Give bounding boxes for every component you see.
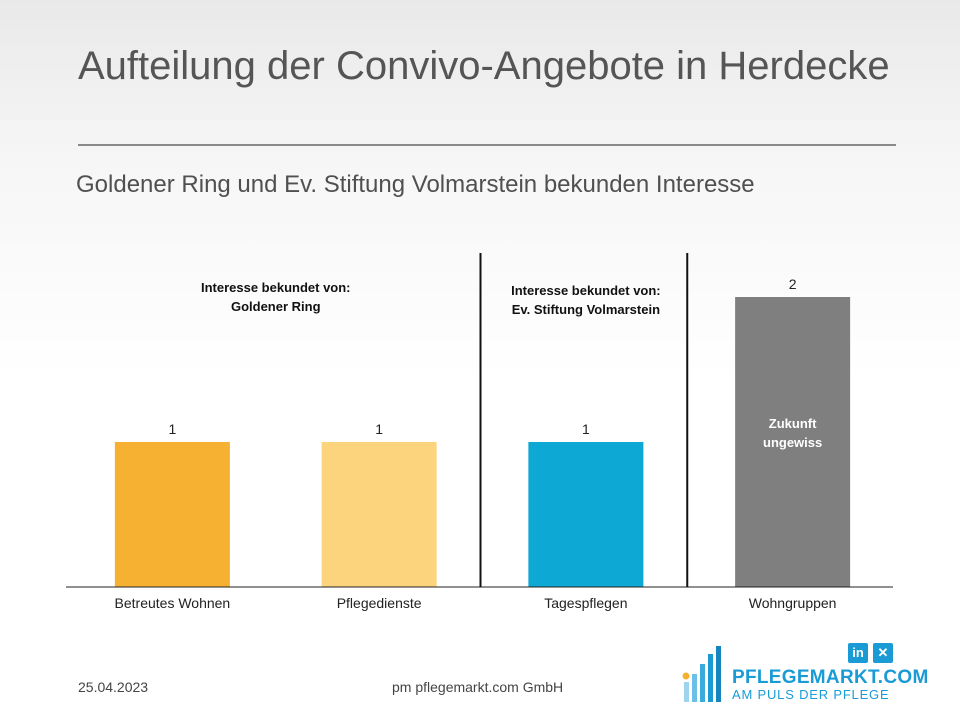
bar-1 (321, 442, 437, 587)
slide-subtitle: Goldener Ring und Ev. Stiftung Volmarste… (76, 171, 755, 198)
data-label-1: 1 (375, 421, 383, 437)
x-tick-label-3: Wohngruppen (749, 595, 837, 611)
x-tick-label-0: Betreutes Wohnen (115, 595, 231, 611)
slide-title: Aufteilung der Convivo-Angebote in Herde… (78, 44, 890, 88)
data-label-0: 1 (168, 421, 176, 437)
annotation-0-line-0: Interesse bekundet von: (201, 280, 351, 295)
annotation-1-line-1: Ev. Stiftung Volmarstein (512, 302, 660, 317)
x-tick-label-1: Pflegedienste (337, 595, 422, 611)
bar-3 (735, 297, 851, 587)
annotation-2-line-1: ungewiss (763, 435, 822, 450)
logo-tagline: AM PULS DER PFLEGE (732, 687, 890, 702)
annotation-2-line-0: Zukunft (769, 416, 817, 431)
footer-company: pm pflegemarkt.com GmbH (392, 679, 564, 695)
bar-2 (528, 442, 644, 587)
xing-icon[interactable]: ✕ (873, 643, 893, 663)
data-label-2: 1 (582, 421, 590, 437)
x-tick-label-2: Tagespflegen (544, 595, 627, 611)
data-label-3: 2 (789, 276, 797, 292)
bar-0 (114, 442, 230, 587)
annotation-0-line-1: Goldener Ring (231, 299, 321, 314)
title-divider (78, 144, 896, 146)
annotation-1-line-0: Interesse bekundet von: (511, 283, 661, 298)
pflegemarkt-logo-icon (682, 646, 721, 702)
logo-brand: PFLEGEMARKT.COM (732, 667, 929, 688)
footer-date: 25.04.2023 (78, 679, 149, 695)
linkedin-icon[interactable]: in (848, 643, 868, 663)
